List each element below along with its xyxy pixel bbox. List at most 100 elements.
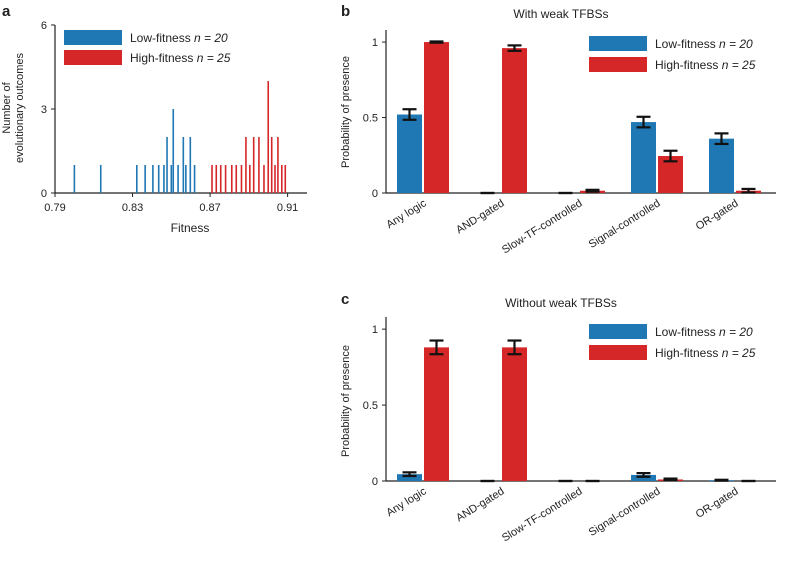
- histogram-bar-high: [245, 137, 247, 193]
- legend-label-text-high: High-fitness: [655, 346, 722, 360]
- legend-label-text-low: Low-fitness: [130, 31, 194, 45]
- histogram-bar-high: [258, 137, 260, 193]
- panel-a-xlabel: Fitness: [171, 221, 210, 235]
- error-bar-high: [663, 149, 678, 163]
- histogram-bar-high: [230, 165, 233, 193]
- histogram-bar-low: [163, 165, 165, 193]
- error-bar-low: [636, 115, 651, 129]
- legend-label-high: High-fitness n = 25: [130, 51, 231, 65]
- panel-a-ticks: 0.79 0.83 0.87 0.91 0 3 6: [41, 20, 298, 214]
- error-bar-high: [663, 477, 678, 482]
- legend-label-low: Low-fitness n = 20: [130, 31, 228, 45]
- histogram-bar-high: [235, 165, 238, 193]
- error-bar-low: [636, 472, 651, 478]
- legend-swatch-low: [589, 36, 647, 51]
- legend-swatch-high: [64, 50, 122, 65]
- histogram-bar-high: [277, 137, 279, 193]
- histogram-bar-low: [73, 165, 76, 193]
- histogram-bar-low: [136, 165, 138, 193]
- error-bar-high: [429, 339, 444, 356]
- bar-low: [631, 474, 656, 481]
- panel-b-title: With weak TFBSs: [513, 7, 608, 21]
- category-label: OR-gated: [694, 485, 741, 520]
- ytick-label: 1: [372, 37, 378, 49]
- panel-a-xtick-label: 0.79: [44, 202, 65, 214]
- ytick-label: 1: [372, 324, 378, 336]
- histogram-bar-high: [281, 165, 283, 193]
- category-label: OR-gated: [694, 197, 741, 232]
- bar-low: [631, 122, 656, 193]
- histogram-bar-low: [144, 165, 146, 193]
- legend-label-low: Low-fitness n = 20: [655, 325, 753, 339]
- histogram-bar-low: [99, 165, 102, 193]
- ytick-label: 0: [372, 476, 378, 488]
- legend-label-high: High-fitness n = 25: [655, 346, 756, 360]
- panel-a-legend: Low-fitness n = 20 High-fitness n = 25: [64, 30, 231, 65]
- ytick-label: 0.5: [363, 400, 378, 412]
- legend-label-low: Low-fitness n = 20: [655, 37, 753, 51]
- histogram-bar-high: [274, 165, 276, 193]
- error-bar-high: [429, 40, 444, 44]
- histogram-bar-high: [267, 81, 270, 193]
- bar-low: [709, 138, 734, 193]
- histogram-bar-low: [185, 165, 187, 193]
- error-bar-low: [402, 471, 417, 478]
- panel-a-letter: a: [2, 3, 11, 20]
- histogram-bar-high: [252, 137, 255, 193]
- bar-low: [397, 474, 422, 481]
- error-bar-high: [507, 339, 522, 356]
- panel-c-title: Without weak TFBSs: [505, 296, 617, 310]
- histogram-bar-high: [270, 137, 273, 193]
- bar-high: [424, 347, 449, 481]
- histogram-bar-high: [263, 165, 265, 193]
- histogram-bar-low: [170, 165, 173, 193]
- panel-b-legend: Low-fitness n = 20 High-fitness n = 25: [589, 36, 756, 72]
- histogram-bar-high: [240, 165, 243, 193]
- legend-label-text-low: Low-fitness: [655, 325, 719, 339]
- legend-swatch-high: [589, 57, 647, 72]
- category-label: Signal-controlled: [587, 485, 663, 539]
- panel-c-bars: [397, 339, 756, 483]
- panel-a-xtick-label: 0.91: [277, 202, 298, 214]
- panel-c-letter: c: [341, 291, 349, 308]
- panel-a-ytick-label: 3: [41, 104, 47, 116]
- category-label: Slow-TF-controlled: [500, 485, 585, 544]
- histogram-bar-low: [152, 165, 154, 193]
- panel-a-xtick-label: 0.83: [122, 202, 143, 214]
- error-bar-high: [507, 44, 522, 52]
- bar-high: [502, 48, 527, 193]
- panel-a-ylabel-line2: evolutionary outcomes: [14, 52, 26, 163]
- histogram-bar-low: [182, 137, 185, 193]
- histogram-bar-high: [224, 165, 227, 193]
- histogram-bar-high: [215, 165, 218, 193]
- legend-n-high: n = 25: [722, 58, 756, 72]
- legend-swatch-high: [589, 345, 647, 360]
- legend-n-high: n = 25: [722, 346, 756, 360]
- histogram-bar-low: [157, 165, 160, 193]
- legend-label-text-high: High-fitness: [655, 58, 722, 72]
- histogram-bar-low: [189, 137, 192, 193]
- category-label: Signal-controlled: [587, 197, 663, 251]
- histogram-bar-high: [284, 165, 287, 193]
- panel-a-ylabel-line1: Number of: [1, 81, 13, 133]
- histogram-bar-high: [211, 165, 213, 193]
- category-label: Any logic: [384, 197, 429, 231]
- legend-swatch-low: [64, 30, 122, 45]
- panel-b-letter: b: [341, 3, 350, 20]
- panel-b-bars: [397, 40, 761, 195]
- error-bar-low: [714, 478, 729, 482]
- panel-b-ylabel: Probability of presence: [340, 56, 352, 168]
- category-label: Slow-TF-controlled: [500, 197, 585, 256]
- panel-a-ytick-label: 6: [41, 20, 47, 32]
- error-bar-low: [402, 108, 417, 121]
- histogram-bar-low: [172, 109, 175, 193]
- panel-c-legend: Low-fitness n = 20 High-fitness n = 25: [589, 324, 756, 360]
- panel-a-xtick-label: 0.87: [199, 202, 220, 214]
- legend-n-low: n = 20: [194, 31, 228, 45]
- legend-n-low: n = 20: [719, 325, 753, 339]
- panel-a-histogram-bars: [73, 81, 287, 193]
- category-label: AND-gated: [454, 197, 507, 236]
- ytick-label: 0.5: [363, 113, 378, 125]
- histogram-bar-low: [166, 137, 168, 193]
